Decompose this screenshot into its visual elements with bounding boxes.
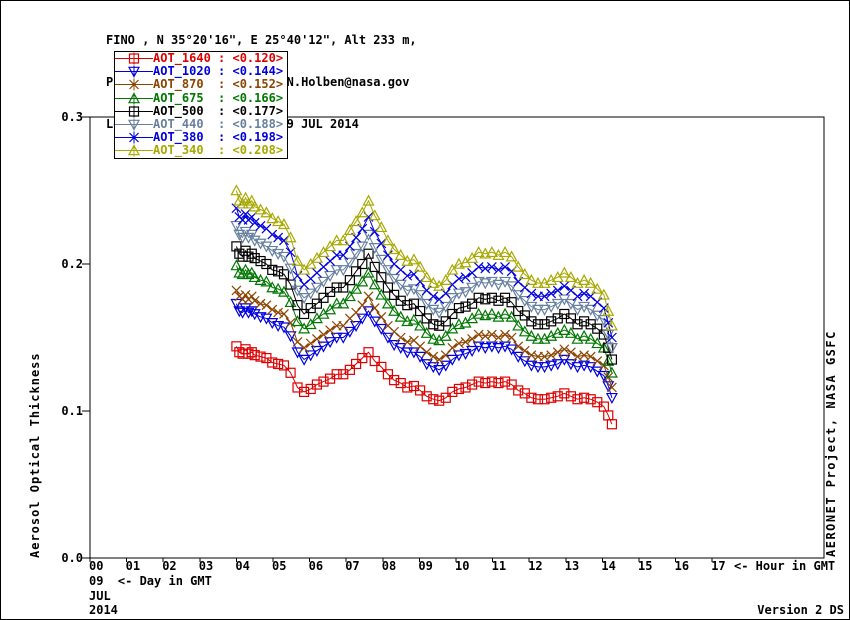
site-title-line: FINO , N 35°20'16", E 25°40'12", Alt 233… [106, 33, 417, 47]
month-label: JUL [89, 589, 111, 603]
x-axis-title: <- Hour in GMT [734, 559, 836, 573]
y-tick-label: 0.2 [61, 257, 83, 271]
x-tick-label: 11 [491, 559, 507, 573]
legend-marker-icon [115, 144, 153, 157]
legend-row-aot_500: AOT_500 : <0.177> [115, 103, 287, 118]
legend-series-label: AOT_380 : <0.198> [153, 130, 284, 145]
x-tick-label: 06 [308, 559, 324, 573]
x-tick-label: 16 [674, 559, 690, 573]
x-tick-label: 13 [564, 559, 580, 573]
series-aot_500 [231, 241, 618, 365]
legend-marker-icon [115, 118, 153, 131]
series-aot_440 [230, 220, 618, 355]
legend-row-aot_380: AOT_380 : <0.198> [115, 131, 287, 144]
series-aot_675 [230, 259, 618, 378]
legend-series-label: AOT_500 : <0.177> [153, 103, 284, 118]
legend-row-aot_340: AOT_340 : <0.208> [115, 144, 287, 157]
version-label: Version 2 DS [757, 603, 844, 617]
x-tick-label: 14 [601, 559, 616, 573]
legend-marker-icon [115, 52, 153, 65]
legend-row-aot_440: AOT_440 : <0.188> [115, 118, 287, 131]
series-aot_340 [230, 184, 618, 331]
y-tick-label: 0.0 [61, 551, 83, 565]
day-label: 09 <- Day in GMT [89, 574, 212, 588]
legend-marker-icon [115, 91, 153, 105]
legend-row-aot_1020: AOT_1020 : <0.144> [115, 64, 287, 79]
legend-row-aot_1640: AOT_1640 : <0.120> [115, 52, 287, 65]
x-tick-label: 09 [418, 559, 433, 573]
x-tick-label: 01 [125, 559, 141, 573]
series-aot_1640 [231, 341, 618, 430]
x-tick-label: 08 [381, 559, 397, 573]
x-tick-label: 00 [89, 559, 104, 573]
x-tick-label: 05 [272, 559, 287, 573]
year-label: 2014 [89, 603, 118, 617]
x-tick-label: 10 [455, 559, 470, 573]
x-tick-label: 07 [345, 559, 360, 573]
series-aot_380 [231, 203, 617, 343]
x-tick-label: 03 [198, 559, 214, 573]
x-tick-label: 02 [162, 559, 177, 573]
legend-series-label: AOT_440 : <0.188> [153, 117, 284, 132]
series-aot_870 [231, 285, 617, 393]
x-tick-label: 12 [528, 559, 543, 573]
watermark-aeronet: AERONET Project, NASA GSFC [824, 330, 838, 557]
legend-series-label: AOT_340 : <0.208> [153, 143, 284, 158]
legend-series-label: AOT_1640 : <0.120> [153, 51, 284, 66]
x-tick-label: 15 [638, 559, 653, 573]
legend-marker-icon [115, 131, 153, 144]
legend-row-aot_870: AOT_870 : <0.152> [115, 78, 287, 91]
legend-row-aot_675: AOT_675 : <0.166> [115, 90, 287, 105]
legend-box: AOT_1640 : <0.120> AOT_1020 : <0.144> AOT_… [114, 51, 288, 159]
x-tick-label: 17 [711, 559, 726, 573]
legend-marker-icon [115, 105, 153, 118]
y-tick-label: 0.1 [61, 404, 83, 418]
legend-series-label: AOT_1020 : <0.144> [153, 64, 284, 79]
y-tick-label: 0.3 [61, 110, 83, 124]
legend-series-label: AOT_675 : <0.166> [153, 90, 284, 105]
legend-marker-icon [115, 78, 153, 91]
legend-marker-icon [115, 65, 153, 79]
series-aot_1020 [230, 298, 618, 405]
x-tick-label: 04 [235, 559, 250, 573]
legend-series-label: AOT_870 : <0.152> [153, 77, 284, 92]
y-axis-title: Aerosol Optical Thickness [28, 352, 42, 558]
